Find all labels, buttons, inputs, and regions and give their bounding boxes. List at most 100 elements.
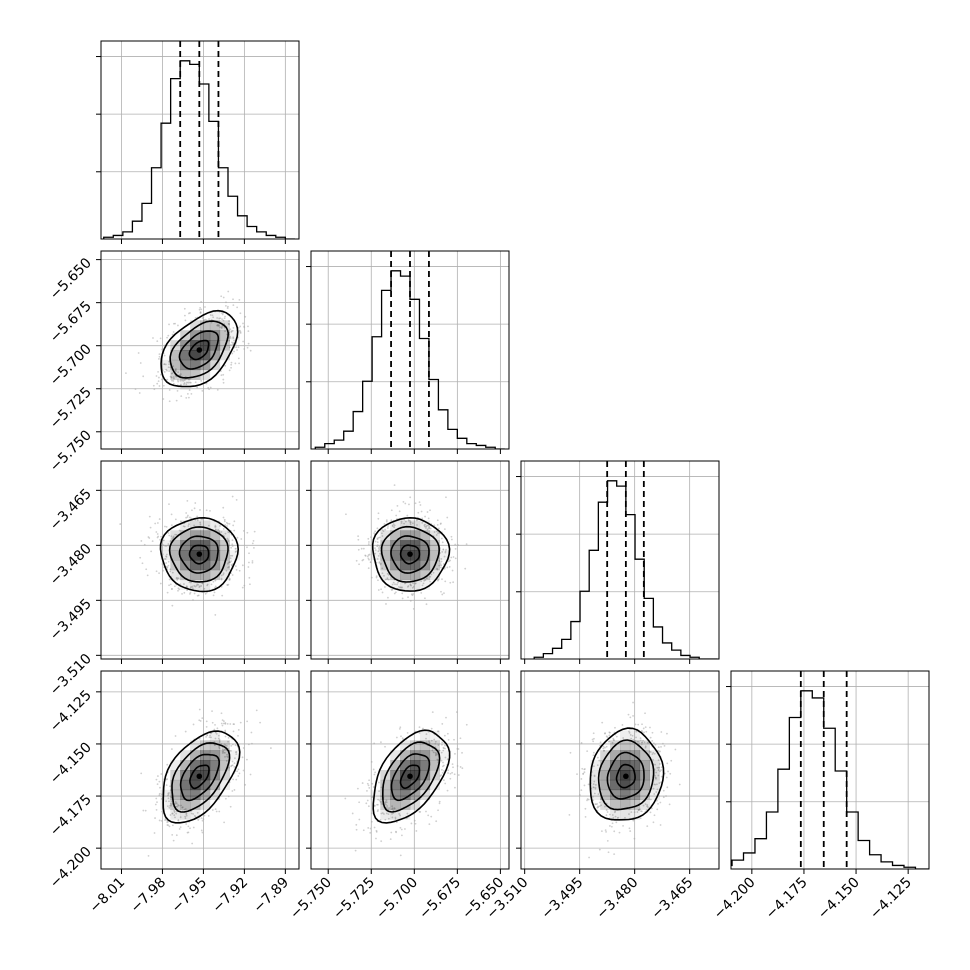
scatter-point (587, 798, 590, 801)
density-cell (200, 330, 211, 341)
scatter-point (177, 324, 179, 327)
scatter-point (624, 816, 626, 819)
scatter-point (596, 756, 599, 759)
scatter-point (404, 828, 406, 830)
density-cell (170, 809, 181, 820)
scatter-point (438, 564, 441, 567)
contour-level-3 (160, 309, 239, 388)
scatter-point (226, 753, 228, 756)
scatter-point (443, 528, 446, 531)
scatter-point (154, 803, 157, 806)
x-tick-label: −7.95 (169, 875, 211, 917)
scatter-point (401, 737, 404, 740)
scatter-point (387, 574, 390, 576)
scatter-point (176, 805, 179, 808)
scatter-point (420, 580, 423, 583)
scatter-point (433, 531, 436, 533)
density-cell (400, 579, 411, 590)
scatter-point (378, 545, 381, 548)
density-cell (620, 789, 631, 800)
scatter-point (210, 736, 212, 739)
scatter-point (175, 399, 178, 402)
density-cell (380, 789, 391, 800)
density-cell (209, 789, 221, 800)
scatter-point (421, 517, 424, 520)
scatter-point (425, 741, 428, 744)
scatter-point (177, 589, 179, 592)
scatter-point (630, 811, 633, 814)
scatter-point (171, 824, 174, 827)
scatter-point (371, 782, 374, 785)
density-cell (610, 789, 621, 800)
scatter-point (615, 821, 618, 824)
scatter-point (646, 741, 649, 744)
scatter-point (386, 527, 389, 529)
scatter-point (445, 496, 447, 499)
scatter-point (221, 313, 224, 316)
scatter-point (632, 819, 635, 822)
x-tick-label: −4.175 (763, 875, 811, 923)
scatter-point (374, 771, 377, 774)
scatter-point (225, 744, 228, 747)
scatter-point (368, 541, 370, 543)
scatter-point (621, 724, 624, 726)
scatter-point (155, 808, 158, 811)
scatter-point (184, 815, 187, 818)
scatter-point (155, 531, 158, 533)
scatter-point (666, 732, 668, 735)
scatter-point (440, 751, 443, 754)
scatter-point (409, 496, 412, 499)
density-cell (400, 750, 411, 761)
density-cell (190, 760, 201, 771)
scatter-point (584, 807, 587, 810)
scatter-point (219, 326, 222, 329)
scatter-point (613, 853, 616, 856)
scatter-point (205, 725, 208, 728)
scatter-point (345, 513, 347, 516)
scatter-point (227, 305, 229, 308)
scatter-point (393, 807, 396, 810)
scatter-point (183, 379, 186, 382)
scatter-point (450, 538, 453, 541)
scatter-point (223, 520, 226, 523)
scatter-point (231, 743, 234, 746)
scatter-point (171, 333, 174, 336)
scatter-point (232, 778, 235, 781)
contour-level-2 (597, 739, 655, 811)
scatter-point (598, 759, 601, 762)
scatter-point (142, 809, 145, 812)
scatter-point (422, 727, 424, 730)
scatter-point (657, 769, 660, 771)
y-tick-label: −5.650 (47, 255, 95, 303)
scatter-point (440, 768, 443, 771)
scatter-point (237, 728, 240, 731)
density-cell (410, 540, 421, 551)
scatter-point (190, 812, 193, 815)
scatter-point (201, 819, 204, 822)
scatter-point (454, 557, 457, 560)
scatter-point (171, 812, 174, 815)
scatter-point (199, 311, 202, 313)
scatter-point (600, 804, 602, 807)
scatter-point (231, 341, 233, 344)
scatter-point (198, 308, 201, 311)
scatter-point (200, 518, 203, 521)
scatter-point (428, 823, 431, 826)
scatter-point (652, 821, 655, 824)
scatter-point (592, 754, 595, 757)
scatter-point (374, 549, 377, 551)
scatter-point (441, 743, 443, 746)
scatter-point (356, 787, 359, 790)
scatter-point (409, 523, 412, 525)
scatter-point (446, 789, 449, 792)
scatter-point (441, 593, 444, 596)
scatter-point (436, 758, 439, 761)
scatter-point (170, 376, 173, 379)
density-cell (180, 809, 191, 820)
scatter-point (242, 747, 245, 749)
scatter-point (214, 524, 217, 527)
scatter-point (247, 325, 249, 328)
scatter-point (400, 520, 403, 523)
scatter-point (214, 737, 217, 740)
